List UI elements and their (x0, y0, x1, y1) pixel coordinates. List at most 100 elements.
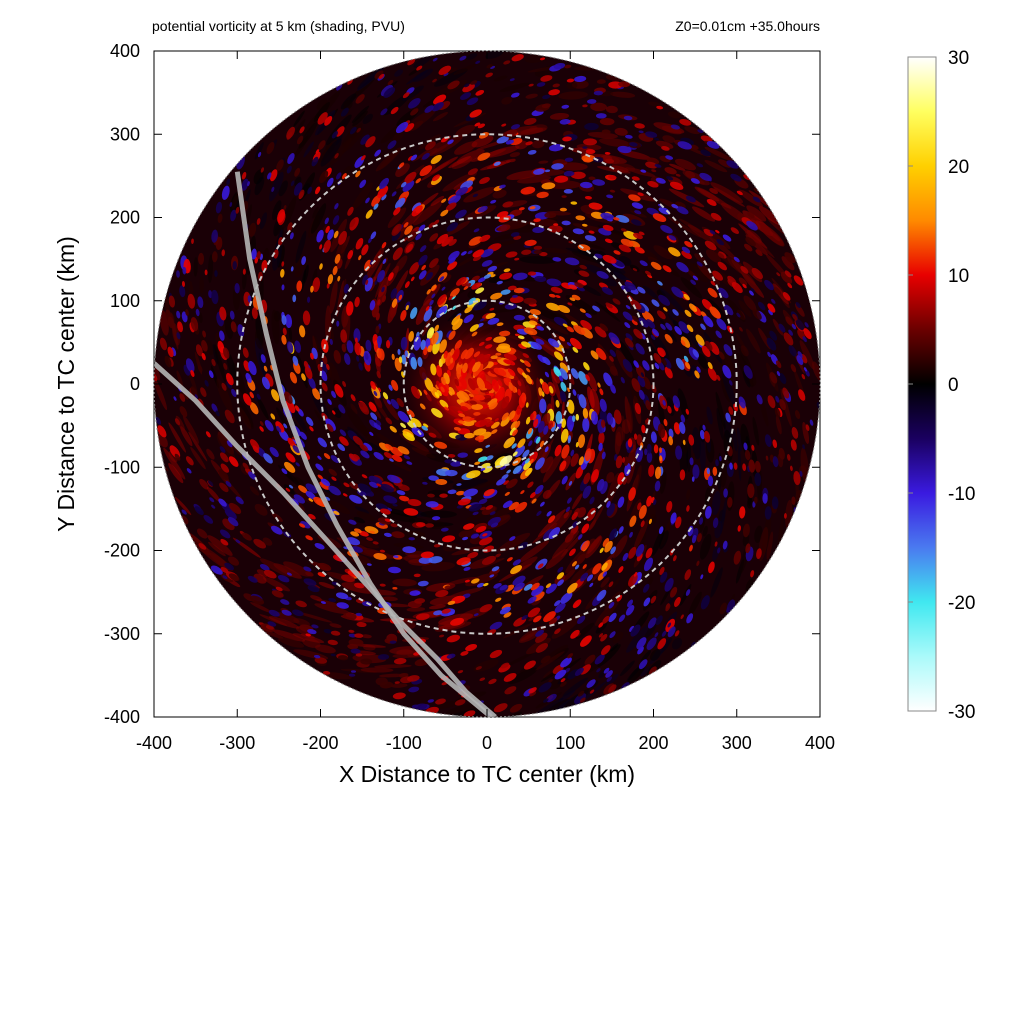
pv-speckle (241, 178, 249, 191)
pv-speckle (422, 481, 428, 485)
pv-speckle (311, 624, 319, 629)
pv-band (530, 490, 544, 503)
pv-speckle (598, 442, 603, 452)
pv-speckle (718, 287, 729, 299)
pv-band (649, 649, 661, 661)
pv-speckle (493, 161, 501, 166)
pv-speckle (299, 325, 306, 338)
pv-speckle (726, 160, 739, 169)
pv-band (313, 102, 330, 122)
pv-speckle (513, 582, 525, 592)
pv-band (249, 486, 260, 496)
pv-band (640, 650, 652, 663)
pv-speckle (485, 444, 491, 448)
pv-speckle (517, 438, 526, 448)
pv-band (660, 319, 678, 343)
y-tick-label: -400 (104, 707, 140, 727)
pv-speckle (319, 244, 323, 250)
pv-speckle (563, 189, 574, 194)
x-tick-label: -200 (302, 733, 338, 753)
pv-speckle (507, 285, 517, 291)
pv-speckle (762, 493, 768, 504)
pv-band (765, 253, 788, 278)
pv-speckle (510, 420, 518, 430)
pv-speckle (558, 336, 566, 342)
pv-band (674, 158, 697, 171)
pv-band (250, 602, 272, 613)
pv-band (294, 259, 304, 278)
pv-band (582, 242, 606, 251)
pv-speckle (285, 487, 291, 492)
pv-speckle (529, 691, 537, 697)
pv-speckle (517, 335, 525, 340)
pv-speckle (389, 305, 397, 319)
pv-speckle (253, 538, 266, 549)
pv-speckle (352, 435, 363, 446)
pv-band (721, 369, 736, 406)
pv-band (207, 535, 233, 556)
pv-speckle (608, 581, 614, 588)
pv-band (614, 127, 628, 136)
colorbar: 30 20 10 0 -10 -20 -30 (907, 48, 975, 723)
pv-band (728, 299, 746, 323)
pv-speckle (229, 202, 233, 207)
pv-speckle (662, 265, 672, 273)
pv-band (259, 212, 268, 230)
pv-band (292, 633, 325, 644)
pv-speckle (646, 451, 653, 463)
pv-band (812, 361, 820, 381)
pv-speckle (584, 654, 596, 666)
pv-speckle (366, 563, 372, 566)
pv-speckle (319, 170, 329, 184)
pv-band (216, 378, 233, 413)
pv-speckle (235, 539, 241, 544)
pv-speckle (431, 408, 443, 418)
pv-speckle (475, 526, 487, 533)
pv-speckle (425, 523, 434, 528)
pv-speckle (336, 320, 340, 327)
pv-speckle (296, 280, 303, 292)
pv-speckle (479, 677, 486, 682)
pv-speckle (548, 527, 561, 540)
pv-speckle (511, 54, 524, 62)
pv-speckle (337, 275, 341, 282)
pv-speckle (372, 541, 379, 545)
pv-speckle (778, 323, 786, 333)
y-tick-label: -300 (104, 624, 140, 644)
pv-band (260, 629, 284, 639)
pv-speckle (540, 501, 545, 507)
pv-band (746, 498, 753, 509)
pv-speckle (560, 681, 567, 687)
pv-speckle (614, 260, 625, 268)
pv-speckle (586, 574, 594, 582)
pv-speckle (509, 296, 524, 304)
pv-band (262, 537, 273, 546)
pv-band (406, 607, 426, 612)
pv-speckle (738, 396, 746, 409)
y-tick-label: -100 (104, 457, 140, 477)
pv-band (551, 371, 562, 405)
pv-band (226, 351, 237, 381)
pv-speckle (226, 178, 231, 186)
pv-band (193, 257, 198, 277)
pv-band (455, 124, 476, 137)
pv-band (157, 432, 168, 448)
pv-speckle (773, 286, 781, 295)
pv-speckle (348, 673, 356, 677)
pv-band (775, 415, 782, 435)
pv-speckle (303, 566, 312, 572)
pv-speckle (242, 347, 249, 358)
pv-speckle (327, 398, 332, 405)
pv-band (214, 343, 226, 383)
pv-speckle (751, 444, 755, 451)
pv-speckle (654, 480, 661, 492)
pv-band (293, 618, 310, 627)
pv-band (575, 622, 594, 640)
pv-band (662, 135, 676, 143)
pv-band (746, 229, 762, 244)
pv-speckle (375, 325, 380, 334)
pv-speckle (574, 75, 587, 83)
pv-band (595, 250, 606, 256)
chart-title: potential vorticity at 5 km (shading, PV… (152, 18, 405, 34)
pv-speckle (508, 501, 520, 511)
